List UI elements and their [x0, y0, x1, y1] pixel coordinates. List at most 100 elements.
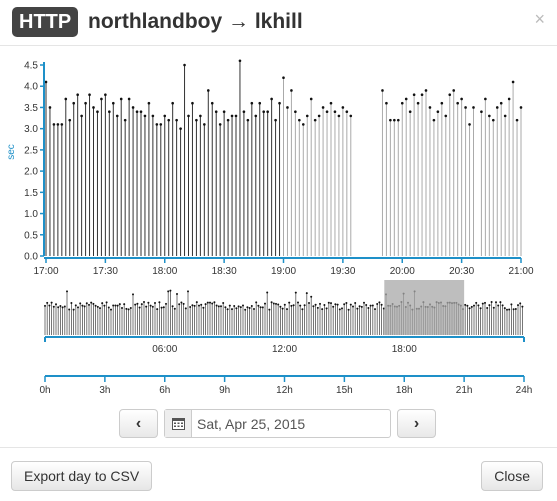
y-tick-label: 3.5 — [24, 103, 38, 114]
prev-day-button[interactable]: ‹ — [119, 409, 158, 438]
overview-point — [246, 306, 249, 309]
data-point — [52, 123, 56, 126]
date-picker[interactable] — [164, 409, 391, 438]
overview-point — [473, 304, 475, 307]
overview-point — [347, 308, 350, 311]
y-tick-label: 4.0 — [24, 82, 38, 93]
overview-point — [327, 301, 330, 304]
range-selector-axis[interactable]: 0h 3h 6h 9h 12h 15h 18h 21h 24h — [0, 372, 557, 402]
overview-point — [215, 304, 218, 307]
data-point — [179, 127, 182, 130]
overview-point — [182, 302, 185, 305]
data-point — [206, 89, 210, 92]
overview-point — [220, 305, 222, 308]
overview-point — [59, 304, 62, 307]
overview-point — [77, 306, 79, 309]
data-point — [88, 93, 91, 97]
data-point — [226, 118, 230, 122]
data-point — [286, 106, 289, 109]
data-point — [278, 101, 281, 105]
data-point — [139, 110, 143, 113]
overview-point — [187, 290, 189, 293]
x-tick-label: 21:00 — [508, 266, 533, 277]
overview-point — [242, 304, 244, 307]
overview-point — [486, 307, 489, 310]
overview-point — [74, 304, 77, 307]
overview-point — [103, 304, 106, 307]
overview-point — [380, 303, 383, 306]
next-day-button[interactable]: › — [397, 409, 436, 438]
overview-point — [495, 301, 497, 304]
overview-point — [63, 305, 66, 308]
overview-point — [136, 302, 139, 305]
data-point — [127, 97, 131, 101]
x-tick-label: 17:00 — [33, 266, 58, 277]
data-point — [460, 97, 463, 101]
overview-point — [224, 306, 227, 309]
overview-point — [88, 303, 90, 306]
overview-point — [90, 301, 93, 304]
data-point — [258, 101, 262, 105]
overview-point — [261, 306, 264, 309]
overview-point — [110, 308, 112, 311]
overview-point — [101, 302, 104, 305]
overview-point — [99, 307, 101, 310]
data-point — [266, 110, 269, 113]
data-point — [349, 114, 353, 118]
dialog-title: northlandboy → lkhill — [88, 10, 303, 33]
overview-point — [299, 304, 302, 307]
overview-point — [211, 302, 214, 305]
data-point — [135, 110, 139, 113]
data-point — [491, 118, 495, 122]
data-point — [56, 123, 60, 126]
data-point — [396, 118, 400, 122]
overview-point — [127, 308, 130, 311]
calendar-icon[interactable] — [165, 410, 192, 437]
overview-point — [235, 307, 238, 310]
overview-point — [279, 305, 282, 308]
overview-point — [376, 302, 379, 305]
overview-brush[interactable] — [384, 280, 465, 335]
overview-point — [468, 307, 471, 310]
x-tick-label: 17:30 — [93, 266, 118, 277]
close-icon[interactable]: × — [534, 9, 545, 29]
overview-point — [189, 305, 192, 308]
day-overview-chart[interactable]: 06:00 12:00 18:00 — [0, 278, 557, 358]
overview-point — [352, 305, 354, 308]
data-point — [254, 114, 258, 118]
date-input[interactable] — [193, 410, 390, 437]
overview-point — [162, 306, 165, 309]
overview-point — [160, 306, 163, 309]
data-point — [175, 118, 178, 122]
overview-point — [222, 301, 225, 304]
data-point — [123, 118, 127, 122]
y-tick-label: 0.5 — [24, 230, 38, 241]
data-point — [222, 110, 226, 113]
overview-point — [514, 307, 517, 310]
overview-point — [198, 304, 200, 307]
data-point — [96, 110, 99, 113]
overview-point — [83, 305, 86, 308]
overview-point — [277, 303, 280, 306]
overview-point — [305, 292, 308, 295]
overview-point — [145, 305, 148, 308]
export-csv-button[interactable]: Export day to CSV — [11, 461, 153, 491]
range-tick-label: 3h — [99, 385, 110, 396]
data-point — [100, 97, 103, 101]
overview-point — [248, 307, 251, 310]
data-point — [345, 110, 349, 113]
data-point — [294, 110, 297, 113]
overview-point — [178, 303, 181, 306]
overview-point — [310, 295, 313, 298]
dialog-footer: Export day to CSV Close — [0, 447, 557, 501]
overview-point — [184, 307, 187, 310]
overview-point — [81, 304, 84, 307]
data-point — [484, 97, 487, 101]
overview-point — [66, 290, 68, 293]
close-button[interactable]: Close — [481, 461, 543, 491]
overview-point — [481, 302, 484, 305]
overview-point — [367, 307, 370, 310]
overview-point — [488, 304, 491, 307]
x-tick-label: 19:30 — [330, 266, 355, 277]
overview-point — [121, 306, 123, 309]
